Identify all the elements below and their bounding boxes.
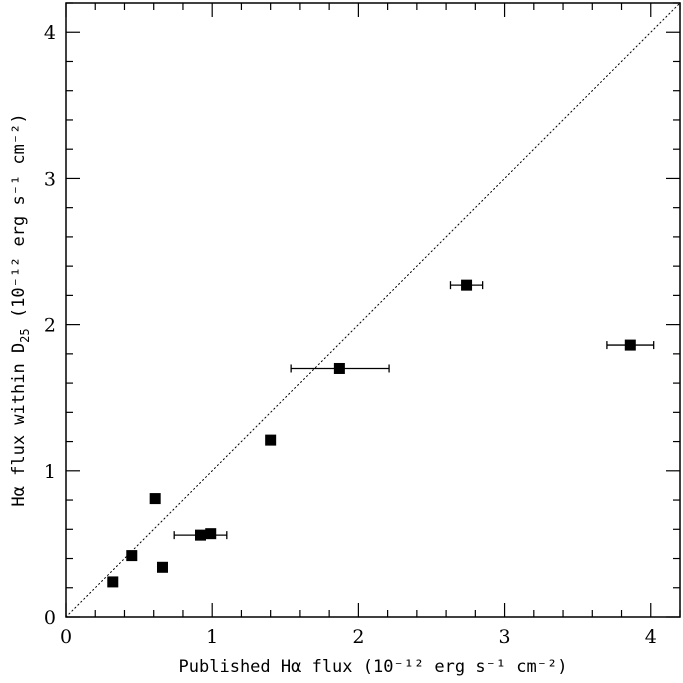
x-tick-label: 0 [60, 626, 72, 648]
reference-line-layer [65, 2, 681, 618]
plot-frame [65, 2, 681, 618]
data-point [624, 339, 636, 351]
y-tick-label: 2 [44, 315, 56, 337]
data-point [265, 434, 277, 446]
data-point [205, 528, 217, 540]
x-axis-title: Published Hα flux (10⁻¹² erg s⁻¹ cm⁻²) [179, 657, 568, 677]
x-tick-label: 2 [352, 626, 364, 648]
y-axis-title: Hα flux within D25 (10⁻¹² erg s⁻¹ cm⁻²) [9, 113, 32, 506]
y-tick-label: 1 [44, 461, 56, 483]
x-tick-label: 3 [499, 626, 511, 648]
data-point [461, 279, 473, 291]
data-point [149, 493, 161, 505]
y-tick-label: 0 [44, 607, 56, 629]
data-point [333, 362, 345, 374]
data-point [156, 561, 168, 573]
y-tick-label: 3 [44, 168, 56, 190]
y-axis-title-prefix: Hα flux within D [9, 343, 29, 507]
data-point [126, 550, 138, 562]
one-to-one-reference-line [65, 2, 681, 618]
data-point [107, 576, 119, 588]
y-tick-label: 4 [44, 22, 56, 44]
y-axis-title-suffix: (10⁻¹² erg s⁻¹ cm⁻²) [9, 113, 29, 328]
x-tick-label: 4 [645, 626, 657, 648]
data-point [194, 529, 206, 541]
y-axis-title-subscript: 25 [18, 328, 32, 342]
tick-layer: 0 1 2 3 4 0 1 2 3 4 [44, 2, 681, 648]
error-bar-layer [173, 281, 655, 540]
point-layer [107, 279, 636, 588]
x-tick-label: 1 [206, 626, 218, 648]
